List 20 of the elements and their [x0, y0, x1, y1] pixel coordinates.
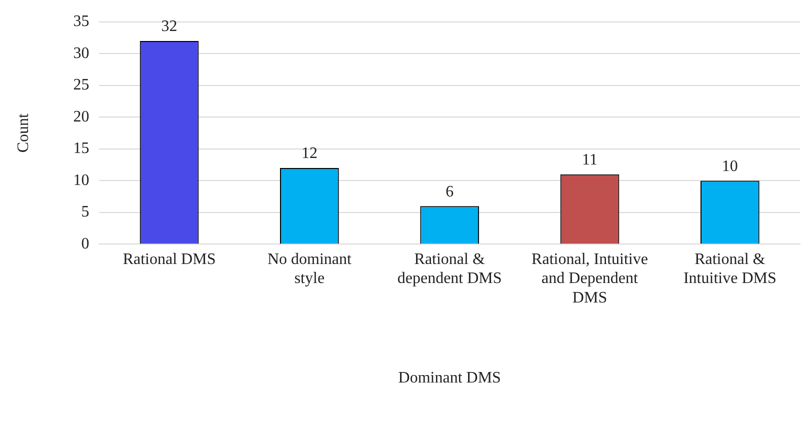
y-tick-label: 30 [73, 44, 90, 62]
y-tick-label: 10 [73, 172, 90, 189]
data-label: 12 [301, 145, 318, 162]
y-tick-label: 25 [73, 76, 90, 94]
y-tick-label: 0 [81, 235, 90, 252]
x-tick-label: Rational DMS [122, 251, 216, 268]
y-tick-label: 35 [73, 13, 90, 30]
y-axis-title: Count [14, 112, 32, 153]
x-axis-title: Dominant DMS [398, 370, 501, 387]
data-label: 10 [722, 158, 738, 175]
data-label: 11 [582, 152, 598, 169]
y-tick-label: 15 [73, 140, 90, 158]
x-tick-label: Rational & dependent DMS [397, 251, 502, 288]
x-tick-label: Rational, Intuitive and Dependent DMS [532, 251, 648, 306]
y-tick-label: 5 [81, 204, 90, 221]
x-tick-label: No dominant style [267, 251, 352, 288]
y-tick-label: 20 [73, 108, 90, 126]
data-label: 32 [161, 18, 178, 36]
data-label: 6 [446, 183, 454, 200]
x-tick-label: Rational & Intuitive DMS [683, 251, 776, 288]
